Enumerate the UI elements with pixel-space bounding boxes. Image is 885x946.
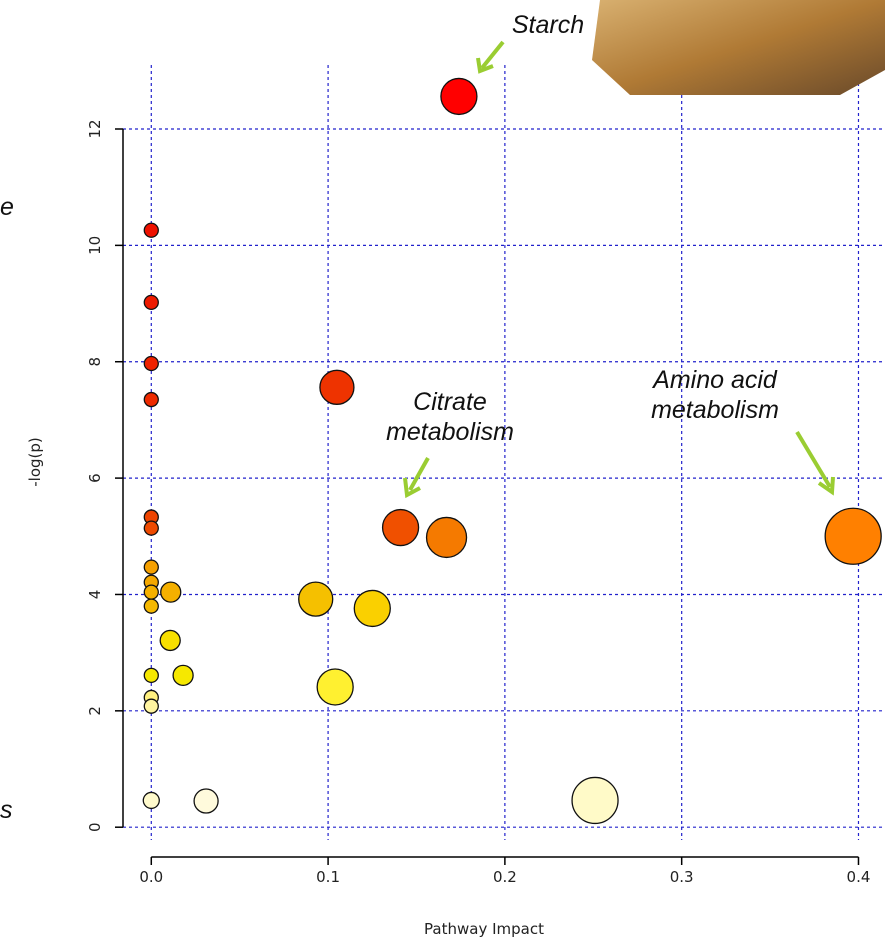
y-tick-label: 2	[86, 706, 104, 716]
point	[298, 581, 334, 617]
y-tick-label: 4	[86, 590, 104, 600]
point	[193, 788, 219, 814]
x-axis-label: Pathway Impact	[424, 920, 544, 938]
annotation: Starch	[512, 11, 584, 39]
annotation: s	[0, 796, 13, 824]
annotation: Amino acid	[651, 366, 778, 394]
arrows	[403, 40, 835, 499]
annotation: Citrate	[413, 388, 487, 416]
y-tick-label: 10	[86, 236, 104, 255]
point	[142, 791, 160, 810]
y-tick-label: 6	[86, 473, 104, 483]
point	[143, 520, 159, 536]
point	[143, 667, 159, 683]
point	[143, 698, 159, 714]
x-tick-label: 0.1	[316, 868, 340, 886]
annotation: metabolism	[386, 418, 514, 446]
point	[172, 664, 194, 686]
point	[143, 391, 159, 408]
point	[143, 355, 159, 372]
point	[425, 516, 468, 559]
x-tick-label: 0.4	[847, 868, 871, 886]
y-tick-label: 8	[86, 357, 104, 367]
point	[159, 629, 181, 652]
annotation: metabolism	[651, 396, 779, 424]
point	[143, 598, 159, 614]
point	[143, 294, 159, 311]
photo	[592, 0, 885, 95]
point	[571, 776, 619, 825]
y-axis-label: -log(p)	[26, 437, 44, 487]
point	[316, 668, 354, 706]
x-tick-label: 0.2	[493, 868, 517, 886]
point	[319, 369, 355, 405]
point	[143, 222, 159, 238]
x-tick-label: 0.3	[670, 868, 694, 886]
annotation: e	[0, 193, 14, 221]
x-tick-label: 0.0	[139, 868, 163, 886]
y-tick-label: 0	[86, 822, 104, 832]
point	[143, 584, 159, 600]
point	[381, 508, 420, 547]
point	[353, 589, 391, 628]
point	[160, 581, 182, 603]
y-tick-label: 12	[86, 119, 104, 138]
point	[824, 507, 882, 565]
point	[143, 559, 159, 575]
point	[440, 77, 478, 116]
